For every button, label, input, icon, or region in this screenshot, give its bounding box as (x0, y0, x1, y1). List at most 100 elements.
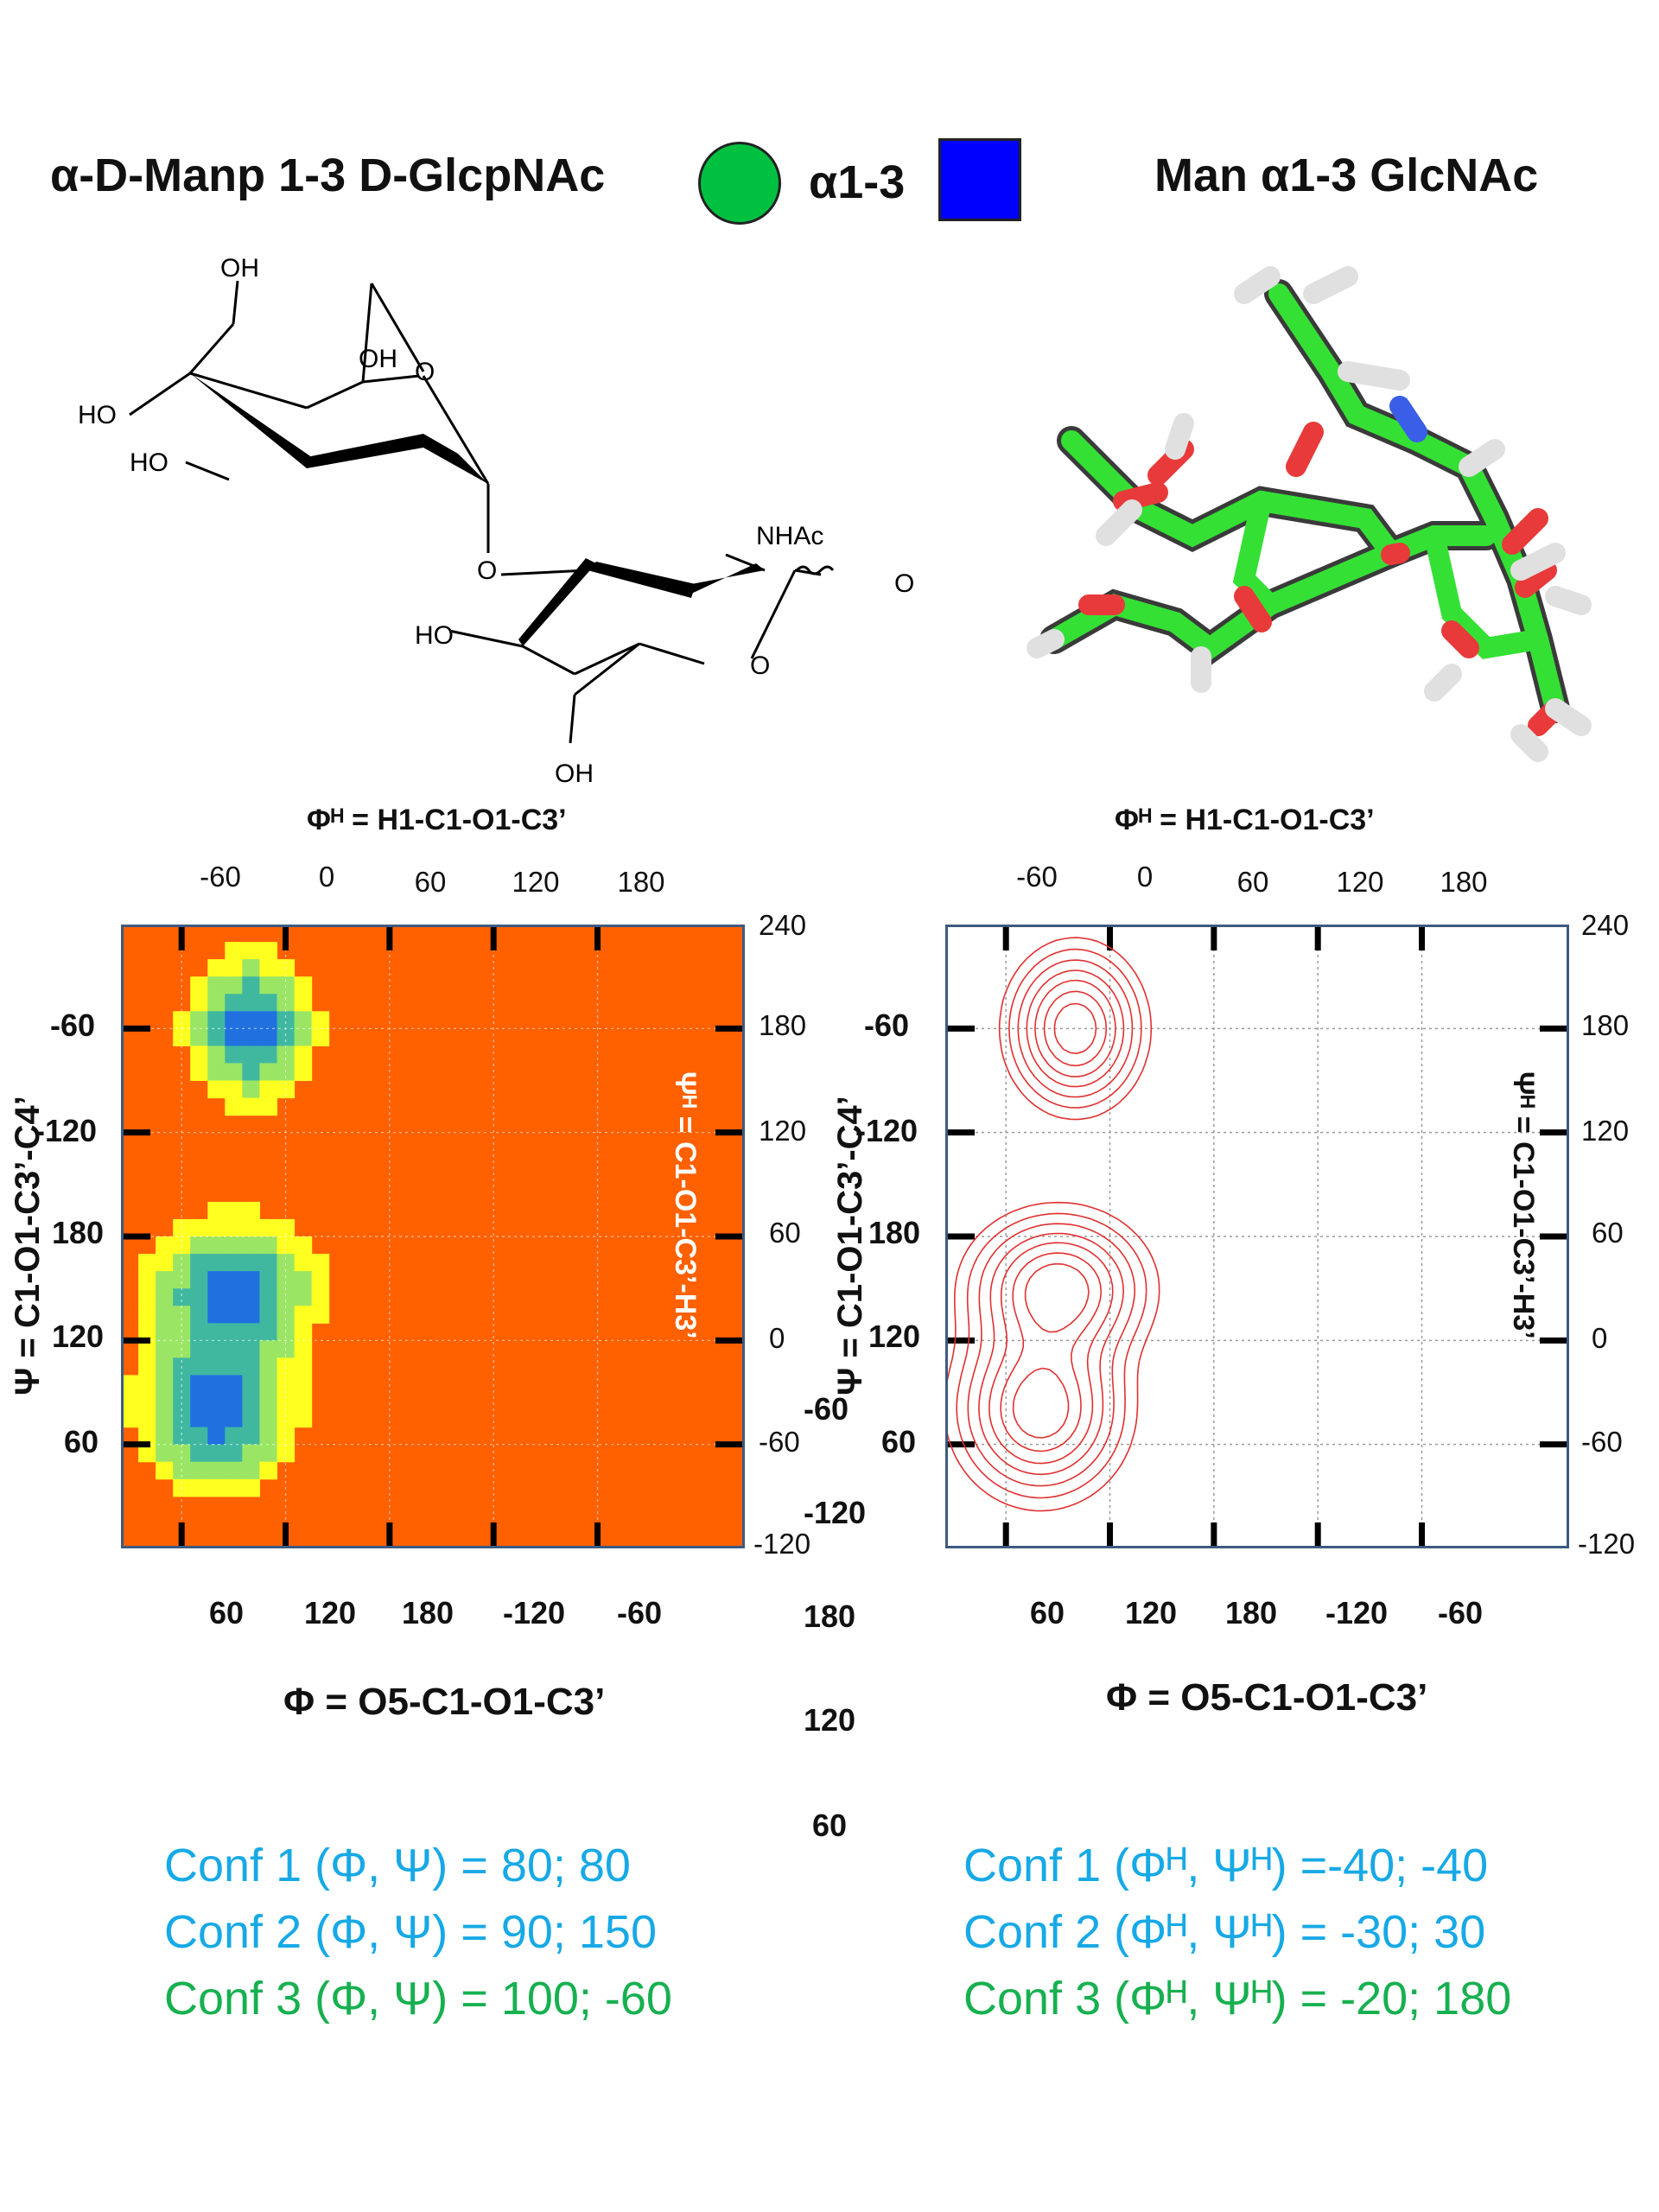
heatmap-cell (225, 1478, 243, 1497)
heatmap-cell (138, 1357, 156, 1376)
heatmap-cell (276, 1409, 296, 1428)
ho-label: HO (130, 448, 168, 477)
top-tick-label: 120 (1336, 866, 1384, 898)
left-tick-label: -120 (855, 1113, 918, 1148)
heatmap-cell (294, 994, 313, 1012)
heatmap-cell (173, 1028, 191, 1046)
heatmap-cell (225, 1444, 243, 1463)
heatmap-cell (138, 1409, 156, 1428)
heatmap-cell (207, 1461, 226, 1480)
right-tick-label: 240 (1581, 909, 1630, 941)
contour-line (967, 959, 1136, 1487)
heatmap-cell (138, 1375, 156, 1393)
heatmap-cell (156, 1461, 174, 1480)
right-tick-label: -60 (759, 1426, 800, 1458)
bottom-tick-label: 120 (303, 1595, 357, 1630)
heatmap-cell (173, 1288, 191, 1306)
conf-1-label: Conf 1 (Φ, Ψ) = 80; 80 (164, 1840, 631, 1891)
heatmap-cell (207, 1046, 226, 1064)
heatmap-cell (156, 1254, 174, 1272)
heatmap-cell (190, 1254, 208, 1272)
heatmap-cell (138, 1444, 156, 1463)
bottom-tick-label: -120 (502, 1595, 566, 1630)
right-tick-label: -120 (1578, 1528, 1636, 1560)
heatmap-cell (242, 1323, 260, 1341)
heatmap-cell (259, 1080, 277, 1099)
stray-label-minus120: -120 (804, 1495, 867, 1530)
heatmap-cell (259, 1063, 277, 1081)
heatmap-cell (294, 1409, 313, 1428)
heatmap-cell (138, 1306, 156, 1324)
heatmap-cell (259, 976, 277, 995)
heatmap-cell (242, 1478, 260, 1497)
heatmap-cell (138, 1323, 156, 1341)
heatmap-cell (276, 1306, 296, 1324)
heatmap-cell (156, 1427, 174, 1446)
heatmap-cell (294, 1271, 313, 1289)
heatmap-cell (259, 1218, 277, 1237)
heatmap-cell (294, 1357, 313, 1376)
left-tick-label: 120 (52, 1319, 105, 1354)
heatmap-cell (294, 1254, 313, 1272)
heatmap-cell (156, 1288, 174, 1306)
top-tick-label: 180 (617, 866, 665, 898)
heatmap-cell (173, 1011, 191, 1029)
heatmap-cell (121, 1392, 139, 1411)
heatmap-cell (242, 1357, 260, 1376)
heatmap-cell (294, 976, 313, 995)
heatmap-cell (225, 1427, 243, 1446)
heatmap-cell (190, 1011, 208, 1029)
oh-label: OH (894, 569, 916, 598)
heatmap-cell (173, 1409, 191, 1428)
conf-2-h-label: Conf 2 (Φᴴ, Ψᴴ) = -30; 30 (963, 1906, 1486, 1958)
heatmap-cell (225, 1011, 243, 1029)
heatmap-cell (242, 994, 260, 1012)
heatmap-cell (259, 1288, 277, 1306)
heatmap-cell (207, 1236, 226, 1255)
left-tick-label: 180 (868, 1215, 921, 1250)
heatmap-cell (294, 1340, 313, 1358)
bottom-tick-label: 60 (208, 1595, 245, 1630)
ho-label: HO (415, 621, 454, 650)
right-tick-label: -120 (753, 1528, 811, 1560)
left-heatmap-plot (121, 925, 745, 1548)
right-tick-label: 60 (1592, 1217, 1624, 1249)
top-tick-label: 180 (1440, 866, 1488, 898)
heatmap-cell (138, 1288, 156, 1306)
heatmap-cell (242, 1271, 260, 1289)
heatmap-cell (276, 1028, 296, 1046)
heatmap-cell (294, 1011, 313, 1029)
heatmap-cell (173, 1392, 191, 1411)
heatmap-cell (225, 1409, 243, 1428)
heatmap-cell (276, 1427, 296, 1446)
heatmap-cell (207, 1306, 226, 1324)
left-plot-left-axis-title: Ψ = C1-O1-C3’-C4’ (9, 1096, 47, 1395)
heatmap-cell (190, 1236, 208, 1255)
heatmap-cell (225, 1254, 243, 1272)
heatmap-cell (259, 994, 277, 1012)
heatmap-cell (259, 1392, 277, 1411)
heatmap-cell (207, 1357, 226, 1376)
heatmap-cell (138, 1340, 156, 1358)
heatmap-cell (225, 1375, 243, 1393)
heatmap-cell (190, 1271, 208, 1289)
heatmap-cell (225, 1028, 243, 1046)
heatmap-cell (259, 1461, 277, 1480)
top-tick-label: -60 (1016, 861, 1058, 893)
top-tick-label: 0 (1136, 861, 1154, 893)
left-plot-bottom-axis-title: Φ = O5-C1-O1-C3’ (283, 1681, 606, 1723)
stray-label-minus60: -60 (804, 1391, 849, 1427)
heatmap-cell (294, 1392, 313, 1411)
heatmap-cell (225, 1236, 243, 1255)
heatmap-cell (173, 1427, 191, 1446)
heatmap-cell (259, 1236, 277, 1255)
heatmap-cell (156, 1444, 174, 1463)
heatmap-cell (190, 1306, 208, 1324)
heatmap-cell (138, 1254, 156, 1272)
right-plot-top-axis-title: Φᴴ = H1-C1-O1-C3’ (1115, 804, 1375, 836)
right-tick-label: -60 (1581, 1426, 1623, 1458)
stray-label-120: 120 (804, 1702, 856, 1738)
top-tick-label: 60 (414, 866, 447, 898)
right-tick-label: 180 (1581, 1009, 1630, 1041)
heatmap-cell (156, 1340, 174, 1358)
